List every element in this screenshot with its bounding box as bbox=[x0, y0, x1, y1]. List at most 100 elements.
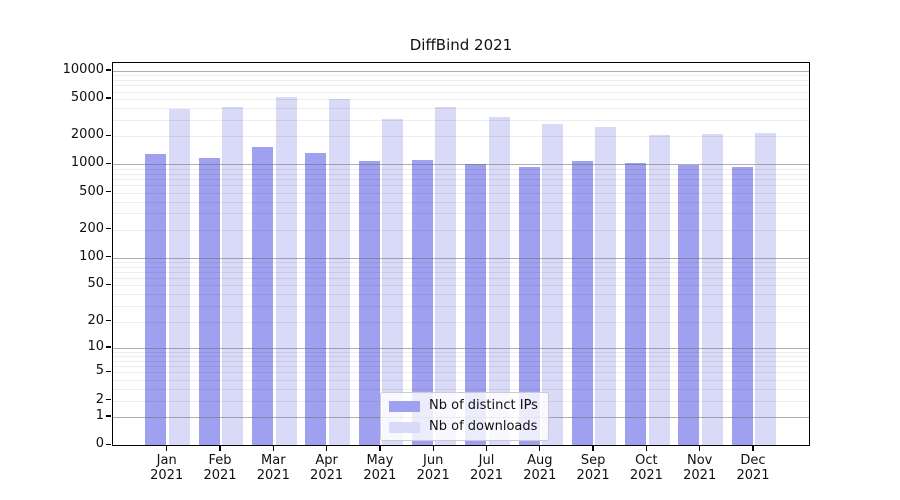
y-tick-mark bbox=[106, 346, 111, 348]
x-tick-label: Dec 2021 bbox=[736, 453, 770, 483]
y-tick-mark bbox=[106, 443, 111, 445]
gridline-minor bbox=[113, 351, 809, 353]
x-tick-mark bbox=[592, 446, 594, 451]
bar-distinct-ips-sep bbox=[571, 160, 593, 445]
y-tick-label: 2000 bbox=[70, 127, 104, 143]
x-tick-mark bbox=[272, 446, 274, 451]
bar-downloads-jul bbox=[488, 116, 510, 445]
legend-item-downloads: Nb of downloads bbox=[389, 420, 538, 434]
x-tick-mark bbox=[379, 446, 381, 451]
x-tick-label: Apr 2021 bbox=[310, 453, 344, 483]
y-tick-label: 20 bbox=[87, 312, 104, 328]
bar-distinct-ips-oct bbox=[625, 163, 647, 445]
gridline-minor bbox=[113, 79, 809, 81]
gridline-minor bbox=[113, 119, 809, 121]
y-tick-label: 10000 bbox=[62, 61, 104, 77]
y-tick-label: 1 bbox=[95, 408, 104, 424]
x-tick-label: Oct 2021 bbox=[629, 453, 663, 483]
gridline-minor bbox=[113, 192, 809, 194]
legend-swatch-distinct-ips-icon bbox=[389, 400, 420, 412]
x-tick-label: Feb 2021 bbox=[203, 453, 237, 483]
y-tick-label: 5 bbox=[95, 363, 104, 379]
gridline-minor bbox=[113, 388, 809, 390]
bar-distinct-ips-aug bbox=[518, 167, 540, 445]
chart-title: DiffBind 2021 bbox=[409, 36, 513, 54]
bar-distinct-ips-mar bbox=[252, 147, 274, 445]
x-tick-label: Mar 2021 bbox=[256, 453, 290, 483]
y-tick-label: 0 bbox=[95, 436, 104, 452]
y-tick-label: 50 bbox=[87, 276, 104, 292]
gridline-minor bbox=[113, 278, 809, 280]
bar-downloads-jan bbox=[168, 108, 190, 445]
y-tick-mark bbox=[106, 283, 111, 286]
x-tick-label: May 2021 bbox=[363, 453, 397, 483]
bar-distinct-ips-jan bbox=[145, 154, 167, 445]
x-tick-mark bbox=[219, 446, 221, 451]
gridline-minor bbox=[113, 178, 809, 180]
bar-downloads-jun bbox=[435, 106, 457, 445]
y-tick-label: 1000 bbox=[70, 155, 104, 171]
y-tick-mark bbox=[106, 69, 111, 71]
gridline-minor bbox=[113, 266, 809, 268]
bar-downloads-oct bbox=[648, 134, 670, 445]
gridline-minor bbox=[113, 272, 809, 274]
y-tick-mark bbox=[106, 398, 111, 401]
y-tick-mark bbox=[106, 255, 111, 258]
legend-swatch-downloads-icon bbox=[389, 421, 420, 433]
x-tick-mark bbox=[166, 446, 168, 451]
gridline-minor bbox=[113, 261, 809, 263]
gridline-minor bbox=[113, 99, 809, 101]
y-tick-mark bbox=[106, 190, 111, 193]
bar-downloads-may bbox=[382, 118, 404, 445]
gridline-major bbox=[113, 347, 809, 349]
gridline-major bbox=[113, 164, 809, 166]
gridline-major bbox=[113, 70, 809, 72]
x-tick-label: Sep 2021 bbox=[576, 453, 610, 483]
x-tick-label: Jul 2021 bbox=[469, 453, 504, 483]
y-tick-label: 100 bbox=[79, 248, 104, 264]
y-tick-label: 2 bbox=[95, 391, 104, 407]
x-tick-label: Jun 2021 bbox=[416, 453, 450, 483]
bar-distinct-ips-may bbox=[358, 160, 380, 445]
y-tick-label: 5000 bbox=[70, 90, 104, 106]
x-tick-mark bbox=[325, 446, 328, 451]
gridline-minor bbox=[113, 185, 809, 187]
legend-label-downloads: Nb of downloads bbox=[429, 419, 538, 434]
bar-downloads-dec bbox=[755, 132, 777, 445]
gridline-minor bbox=[113, 379, 809, 381]
x-tick-mark bbox=[645, 446, 648, 451]
y-tick-mark bbox=[106, 97, 111, 99]
x-tick-mark bbox=[432, 446, 434, 451]
gridline-minor bbox=[113, 85, 809, 87]
gridline-minor bbox=[113, 229, 809, 231]
y-tick-label: 10 bbox=[87, 338, 104, 354]
y-tick-mark bbox=[106, 134, 111, 136]
y-tick-mark bbox=[106, 162, 111, 165]
gridline-minor bbox=[113, 91, 809, 93]
gridline-minor bbox=[113, 108, 809, 110]
legend: Nb of distinct IPs Nb of downloads bbox=[380, 392, 549, 441]
bar-downloads-apr bbox=[328, 98, 350, 445]
x-tick-mark bbox=[699, 446, 701, 451]
legend-item-distinct-ips: Nb of distinct IPs bbox=[389, 399, 538, 413]
bar-distinct-ips-feb bbox=[198, 157, 220, 445]
gridline-minor bbox=[113, 213, 809, 215]
gridline-minor bbox=[113, 136, 809, 138]
x-tick-mark bbox=[752, 446, 754, 451]
x-tick-mark bbox=[485, 446, 488, 451]
gridline-minor bbox=[113, 75, 809, 77]
x-tick-label: Jan 2021 bbox=[150, 453, 184, 483]
gridline-minor bbox=[113, 366, 809, 368]
gridline-minor bbox=[113, 321, 809, 323]
y-tick-label: 200 bbox=[79, 220, 104, 236]
y-tick-mark bbox=[106, 415, 111, 417]
gridline-minor bbox=[113, 285, 809, 287]
gridline-major bbox=[113, 257, 809, 259]
gridline-minor bbox=[113, 168, 809, 170]
gridline-minor bbox=[113, 372, 809, 374]
x-tick-mark bbox=[539, 446, 541, 451]
bar-downloads-mar bbox=[275, 96, 297, 445]
gridline-minor bbox=[113, 305, 809, 307]
bar-downloads-nov bbox=[701, 133, 723, 445]
